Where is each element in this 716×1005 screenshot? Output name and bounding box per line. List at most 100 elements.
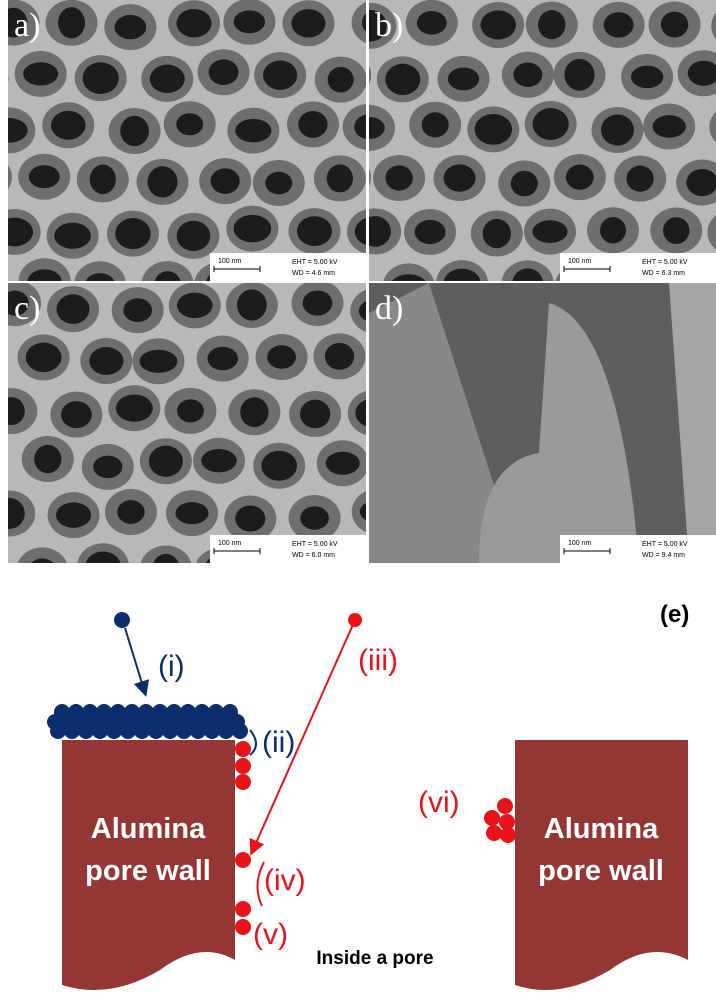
pore	[147, 166, 178, 198]
pore	[474, 113, 513, 145]
pore	[120, 115, 149, 147]
atom	[64, 723, 80, 739]
wall-label: Alumina	[91, 813, 206, 845]
pore-rim	[351, 1, 366, 44]
pore-rim	[8, 74, 9, 83]
eht: EHT = 5.00 kV	[642, 541, 688, 548]
pore-rim	[140, 545, 192, 563]
scale-bar	[563, 266, 611, 272]
scale-bar-label: 100 nm	[568, 258, 592, 265]
pore	[565, 164, 594, 190]
pore	[512, 268, 543, 281]
pore	[240, 397, 269, 428]
pore-rim	[711, 12, 716, 40]
pore	[55, 502, 92, 528]
pore	[482, 218, 512, 249]
pore	[176, 8, 212, 38]
schematic: (e) (i) (ii) (iii) (iv) (v) (vi) Alumina…	[47, 601, 689, 990]
pore	[23, 62, 59, 86]
panel-label: (e)	[660, 601, 689, 628]
atom	[204, 723, 220, 739]
step-label: (iii)	[358, 644, 398, 677]
pore	[324, 342, 355, 370]
pore-rim	[709, 111, 716, 143]
pore	[28, 165, 60, 189]
pore	[325, 451, 360, 475]
pore	[82, 62, 119, 94]
pore-rim	[369, 168, 371, 186]
sem-content	[8, 0, 366, 281]
pore	[297, 216, 333, 247]
pore	[154, 271, 181, 281]
atom	[176, 723, 192, 739]
pore	[210, 168, 240, 194]
pore	[31, 558, 54, 563]
pore	[235, 505, 266, 532]
pore	[261, 450, 298, 481]
pore	[630, 65, 664, 89]
pore	[56, 294, 90, 324]
pore	[139, 349, 178, 373]
pore	[421, 112, 449, 138]
pore-rim	[0, 236, 6, 282]
wd: WD = 6.3 mm	[642, 270, 685, 277]
pore	[85, 551, 121, 563]
pore	[599, 217, 626, 244]
pore	[237, 289, 267, 321]
pore-rim	[17, 547, 67, 563]
scale-bar	[213, 266, 261, 272]
pore	[291, 9, 326, 38]
panel-label: d)	[375, 290, 403, 327]
eht: EHT = 5.00 kV	[292, 259, 338, 266]
pore	[564, 58, 595, 91]
atom	[134, 723, 150, 739]
wd: WD = 9.4 mm	[642, 552, 685, 559]
scale-bar-label: 100 nm	[218, 540, 242, 547]
atom	[106, 723, 122, 739]
pore	[385, 165, 413, 191]
panel-label: a)	[14, 7, 40, 44]
pore	[263, 60, 298, 90]
step-label: (iv)	[264, 864, 306, 897]
atom	[148, 723, 164, 739]
pore	[60, 401, 92, 429]
pore	[25, 342, 62, 373]
pore	[233, 214, 272, 243]
pore	[8, 290, 29, 316]
pore-rim	[369, 66, 372, 85]
pore	[8, 7, 28, 38]
pore	[358, 301, 366, 321]
atom	[78, 723, 94, 739]
caption: Inside a pore	[316, 948, 433, 969]
pore	[300, 399, 331, 429]
step-label: (v)	[253, 918, 288, 951]
scale-bar	[213, 548, 261, 554]
pore-rim	[77, 543, 129, 563]
pore-rim	[350, 289, 366, 332]
scale-bar-label: 100 nm	[218, 258, 242, 265]
pore	[115, 394, 153, 422]
pore	[355, 399, 366, 427]
eht: EHT = 5.00 kV	[642, 259, 688, 266]
pore	[208, 59, 239, 85]
scale-bar	[563, 548, 611, 554]
pore	[626, 165, 654, 192]
pore-rim	[74, 261, 126, 281]
pore	[176, 220, 211, 252]
panel-label: b)	[375, 7, 403, 44]
wall-shape	[479, 303, 639, 563]
pore	[510, 170, 538, 197]
pore-wall	[62, 740, 235, 990]
pore	[235, 118, 272, 143]
pore	[177, 399, 204, 423]
pore	[513, 62, 543, 87]
bracket	[256, 861, 265, 907]
pore	[54, 222, 91, 249]
pore	[201, 449, 237, 473]
pore	[117, 500, 145, 524]
pore	[300, 506, 329, 530]
pore	[233, 10, 266, 34]
eht: EHT = 5.00 kV	[292, 541, 338, 548]
pore	[359, 503, 366, 521]
arrow	[249, 619, 356, 856]
